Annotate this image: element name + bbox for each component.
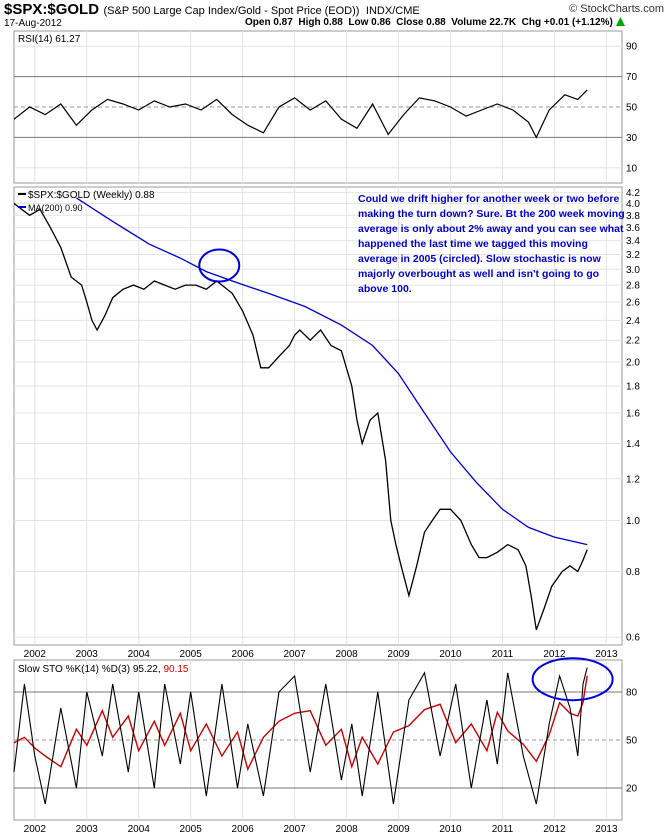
price-frame [13,186,623,646]
price-tick-label: 3.6 [626,223,640,234]
price-legend: $SPX:$GOLD (Weekly) 0.88 MA(200) 0.90 [18,190,155,214]
price-tick-label: 0.6 [626,633,640,644]
header-line-1: $SPX:$GOLD (S&P 500 Large Cap Index/Gold… [4,1,420,19]
rsi-line [13,89,588,139]
price-tick-label: 2.4 [626,316,640,327]
annotation-box: Could we drift higher for another week o… [358,192,630,297]
sto-x-tick-label: 2008 [335,824,358,835]
rsi-legend: RSI(14) 61.27 [18,34,80,45]
price-x-tick-label: 2006 [232,649,255,660]
price-tick-label: 4.0 [626,199,640,210]
ma-line [76,197,588,546]
ma-legend-swatch [18,206,26,208]
price-legend-text: $SPX:$GOLD (Weekly) 0.88 [28,190,155,201]
sto-legend-prefix: Slow STO %K(14) %D(3) 95.22, [18,664,161,675]
sto-x-tick-label: 2006 [232,824,255,835]
sto-x-tick-label: 2003 [76,824,99,835]
sto-x-tick-label: 2009 [387,824,410,835]
highlight-ellipse-2005 [198,248,241,283]
close-value: Close 0.88 [396,17,446,28]
price-tick-label: 2.0 [626,357,640,368]
rsi-tick-label: 50 [626,103,638,114]
price-x-tick-label: 2003 [76,649,99,660]
watermark-text: © StockCharts.com [569,3,664,15]
price-x-tick-label: 2008 [335,649,358,660]
price-tick-label: 3.0 [626,265,640,276]
rsi-tick-label: 30 [626,133,638,144]
sto-x-tick-label: 2007 [283,824,306,835]
sto-x-tick-label: 2013 [595,824,618,835]
rsi-legend-label: RSI(14) 61.27 [18,34,81,45]
price-x-tick-label: 2010 [439,649,462,660]
sto-d-line [13,675,588,772]
annotation-text: Could we drift higher for another week o… [358,193,625,295]
x-axes: 2002 2003 2004 2005 2006 2007 2008 2009 2010 2011… [24,649,618,835]
sto-x-tick-label: 2010 [439,824,462,835]
sto-x-tick-label: 2011 [492,824,514,835]
price-line [13,202,588,631]
sto-x-tick-label: 2002 [24,824,47,835]
price-x-tick-label: 2004 [128,649,151,660]
header-line-2: 17-Aug-2012 [4,18,62,29]
sto-panel: 80 50 20 [13,657,638,821]
price-tick-label: 3.2 [626,250,640,261]
rsi-tick-label: 90 [626,42,638,53]
open-value: Open 0.87 [245,17,293,28]
price-tick-label: 1.8 [626,382,640,393]
ma-legend-text: MA(200) 0.90 [28,203,83,213]
sto-x-tick-label: 2012 [543,824,566,835]
date-label: 17-Aug-2012 [4,18,62,29]
chart-header: $SPX:$GOLD (S&P 500 Large Cap Index/Gold… [0,0,670,31]
highlight-ellipse-2012 [531,657,614,702]
watermark: © StockCharts.com [569,3,664,15]
symbol-description: (S&P 500 Large Cap Index/Gold - Spot Pri… [103,5,360,17]
price-tick-label: 2.2 [626,336,640,347]
price-tick-label: 1.6 [626,409,640,420]
symbol-title: $SPX:$GOLD [4,1,100,18]
rsi-tick-label: 10 [626,163,638,174]
sto-tick-label: 50 [626,736,638,747]
price-x-tick-label: 2012 [543,649,566,660]
volume-value: Volume 22.7K [451,17,517,28]
price-x-tick-label: 2013 [595,649,618,660]
price-tick-label: 2.8 [626,281,640,292]
price-x-tick-label: 2005 [180,649,203,660]
price-x-tick-label: 2009 [387,649,410,660]
price-panel: 4.24.03.83.6 3.4 3.2 3.0 2.8 2.6 2.4 2.2 2.0 1.8 1… [13,186,640,646]
sto-k-line [13,667,588,805]
rsi-panel: 90 70 50 30 10 [13,30,638,184]
sto-tick-label: 80 [626,688,638,699]
sto-legend-suffix: 90.15 [163,664,189,675]
sto-tick-label: 20 [626,784,638,795]
price-x-tick-label: 2007 [283,649,306,660]
change-value: Chg +0.01 (+1.12%) [521,17,613,28]
price-legend-main: $SPX:$GOLD (Weekly) 0.88 [18,190,155,202]
up-arrow-icon [615,17,625,26]
price-tick-label: 1.0 [626,516,640,527]
sto-legend: Slow STO %K(14) %D(3) 95.22, 90.15 [18,664,188,675]
price-legend-swatch [18,193,26,195]
price-x-tick-label: 2002 [24,649,47,660]
price-tick-label: 0.8 [626,567,640,578]
price-tick-label: 1.4 [626,439,640,450]
price-tick-label: 1.2 [626,474,640,485]
high-value: High 0.88 [298,17,343,28]
ohlc-bar: Open 0.87 High 0.88 Low 0.86 Close 0.88 … [245,17,625,28]
exchange-label: INDX/CME [365,5,420,17]
price-tick-label: 2.6 [626,298,640,309]
price-tick-label: 3.4 [626,236,640,247]
sto-x-tick-label: 2005 [180,824,203,835]
price-x-tick-label: 2011 [492,649,514,660]
price-tick-label: 3.8 [626,211,640,222]
low-value: Low 0.86 [348,17,391,28]
ma-legend: MA(200) 0.90 [18,202,155,214]
rsi-tick-label: 70 [626,72,638,83]
price-tick-label: 4.2 [626,188,640,199]
sto-x-tick-label: 2004 [128,824,151,835]
